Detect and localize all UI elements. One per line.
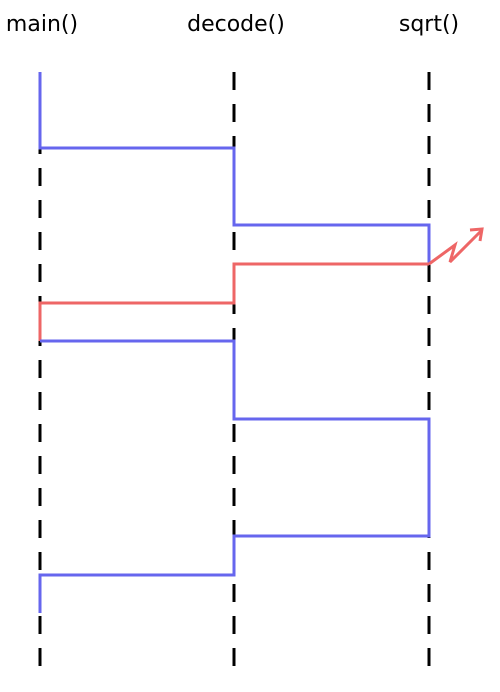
lane-label-sqrt: sqrt() bbox=[399, 12, 459, 37]
lane-label-main: main() bbox=[6, 12, 78, 37]
lane-label-decode: decode() bbox=[187, 12, 285, 37]
normal-flow-return-path bbox=[38, 339, 431, 613]
normal-flow-call-path bbox=[38, 72, 431, 265]
exception-flow-path bbox=[38, 262, 429, 341]
lightning-arrow-icon bbox=[428, 227, 484, 266]
